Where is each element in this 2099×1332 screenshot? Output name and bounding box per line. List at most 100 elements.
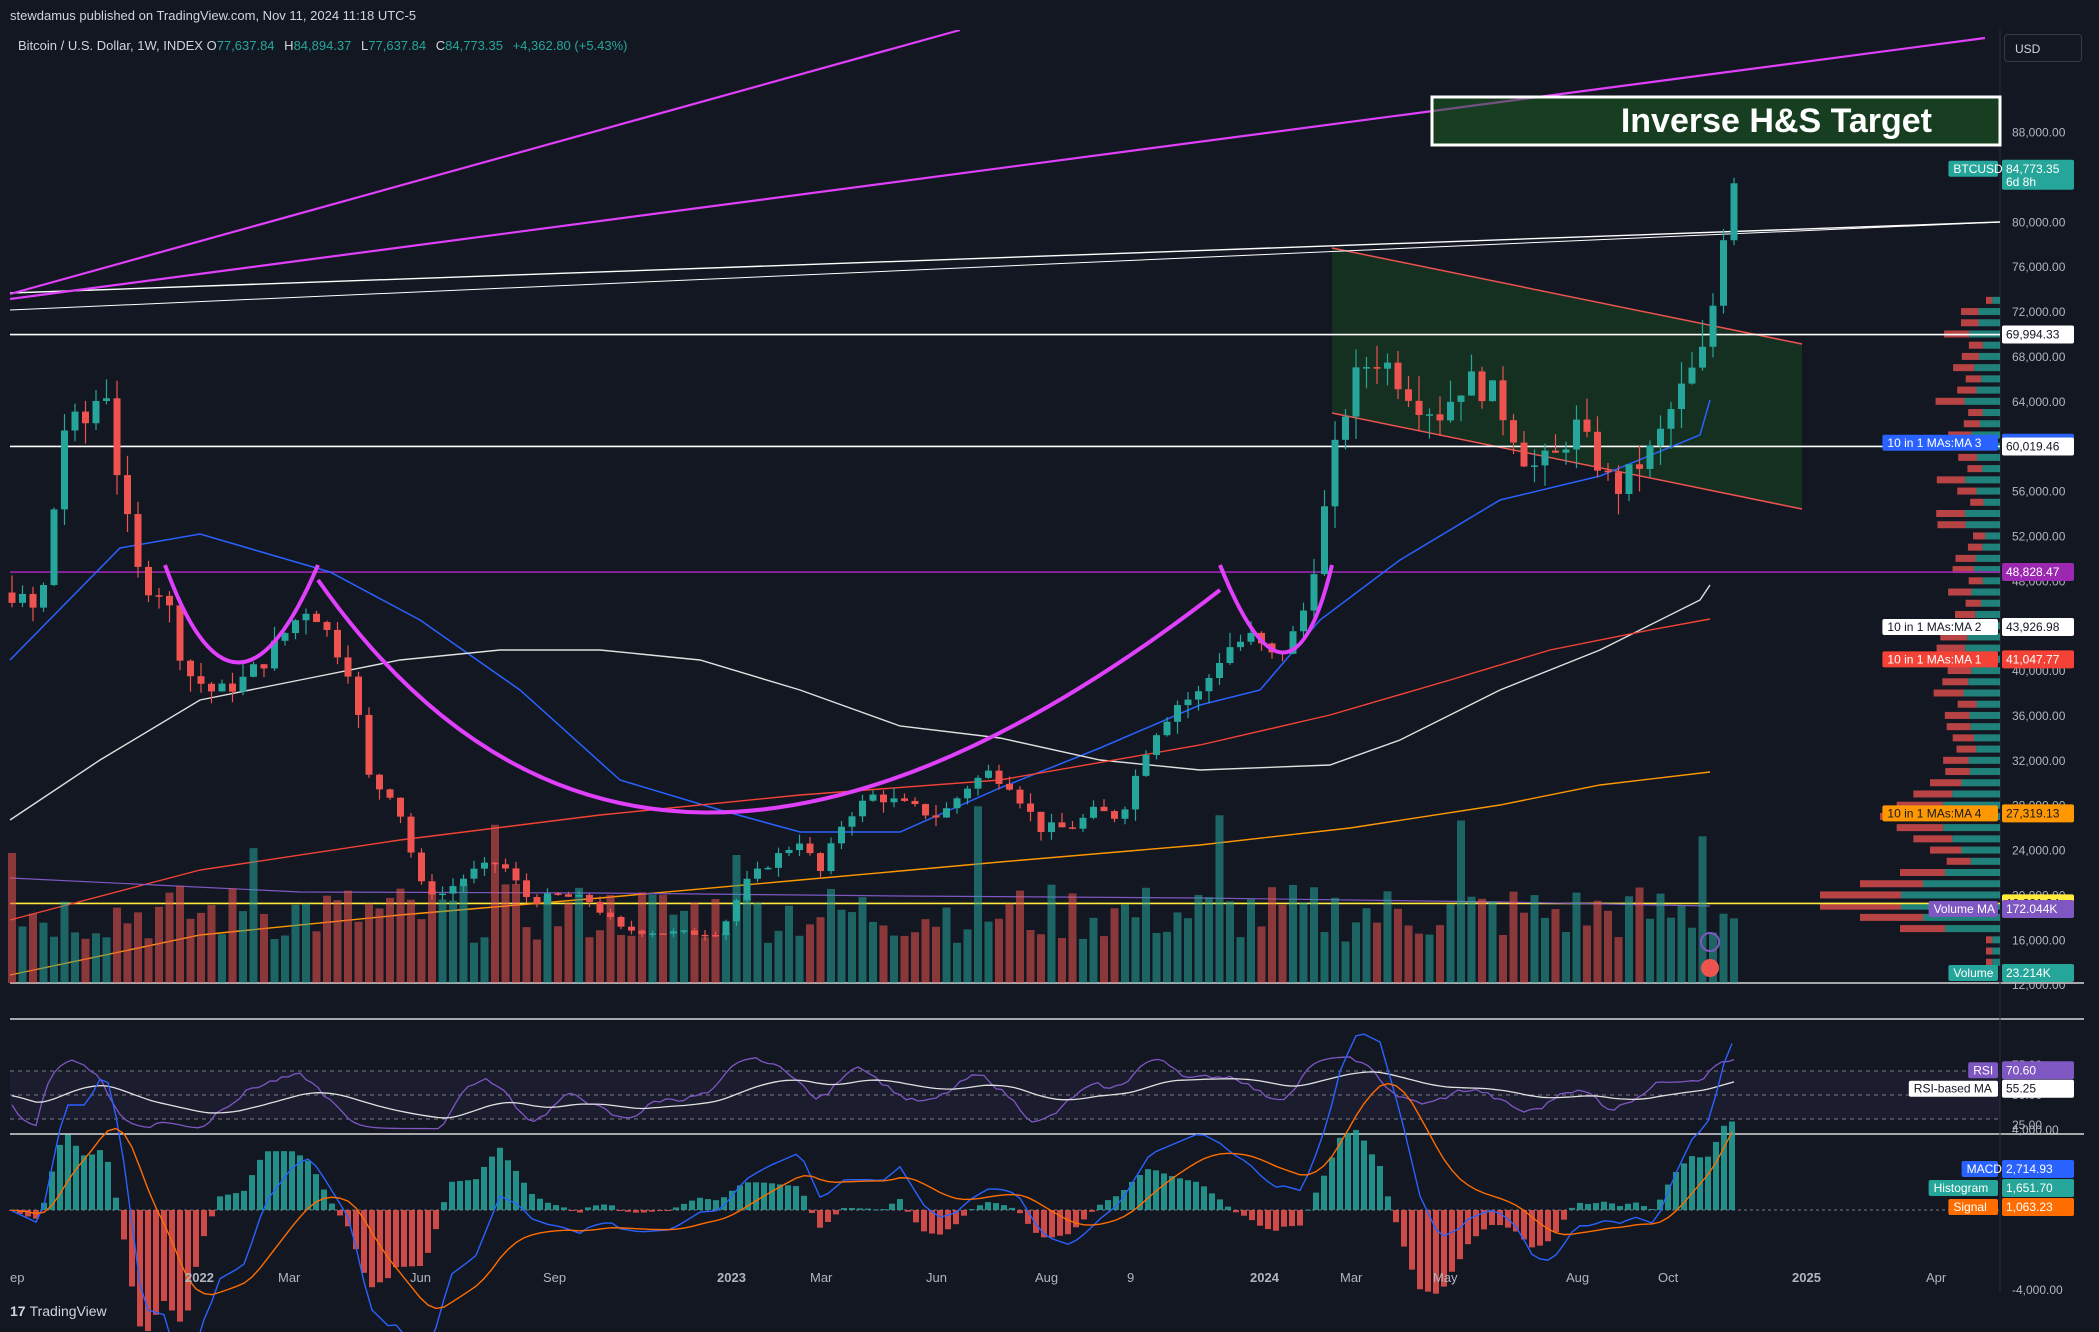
volume-bar (39, 922, 48, 983)
macd-histogram-bar (49, 1171, 55, 1210)
candle-body (1079, 817, 1087, 829)
volume-bar (29, 913, 37, 983)
rsi-ma-line (11, 1071, 1735, 1119)
price-label-text: 60,019.46 (2006, 439, 2060, 453)
rsi-axis-label: 70.60 RSI (1968, 1061, 2074, 1080)
volume-profile-bar (1820, 902, 1901, 910)
volume-bar (575, 887, 583, 983)
volume-profile-bar (1957, 386, 1977, 394)
macd-histogram-bar (1657, 1199, 1663, 1210)
channel-upper-line (1331, 247, 1803, 345)
price-tag-box (1948, 160, 1998, 177)
volume-profile-bar (1896, 824, 1944, 832)
candle-body (785, 850, 793, 854)
time-axis-label: Jun (926, 1270, 947, 1285)
channel-fill (1332, 248, 1802, 509)
candle-body (617, 916, 625, 927)
candle-body (1132, 775, 1139, 810)
macd-histogram-bar (1441, 1210, 1447, 1287)
price-tag-box (1882, 805, 1998, 822)
target-label: Inverse H&S Target (1621, 102, 1932, 140)
volume-bar (1299, 902, 1308, 983)
candle-body (1352, 367, 1360, 417)
candle-body (1016, 789, 1024, 804)
volume-bar (1100, 936, 1108, 983)
volume-profile-bar (1958, 453, 1978, 461)
macd-histogram-bar (1241, 1210, 1247, 1216)
macd-tag-text: Signal (1953, 1200, 1986, 1214)
candle-body (166, 595, 173, 606)
candle-body (586, 894, 593, 902)
volume-profile-bar (1978, 308, 2000, 316)
volume-bar (606, 895, 615, 983)
volume-profile-bar (1860, 913, 1923, 921)
volume-bar (816, 917, 825, 983)
volume-bar (753, 902, 762, 983)
macd-label-box (2002, 1160, 2074, 1178)
volume-profile-bar (1965, 521, 2000, 529)
macd-histogram-bar (665, 1210, 671, 1211)
macd-histogram-bar (553, 1205, 559, 1210)
candle-body (712, 934, 719, 937)
volume-profile-bar (1967, 465, 1983, 473)
price-tag-text: 10 in 1 MAs:MA 4 (1887, 806, 1981, 820)
volume-profile-bar (1965, 644, 2000, 652)
macd-histogram-bar (385, 1210, 391, 1279)
volume-bar (837, 909, 846, 983)
volume-bar (1688, 927, 1696, 983)
tradingview-logo[interactable]: 17 TradingView (10, 1303, 107, 1319)
volume-bar (71, 932, 79, 983)
volume-profile-bar (1980, 420, 2000, 428)
volume-bar (690, 902, 699, 983)
candle-body (680, 930, 688, 932)
rsi-tick-label: 25.00 (2012, 1118, 2042, 1132)
volume-bar (1656, 893, 1665, 983)
macd-histogram-bar (185, 1210, 191, 1311)
macd-histogram-bar (161, 1210, 167, 1302)
macd-histogram-bar (1329, 1157, 1335, 1210)
macd-histogram-bar (1601, 1201, 1607, 1210)
volume-profile-bar (1945, 925, 2000, 933)
volume-bar (522, 927, 531, 983)
candle-body (439, 893, 446, 896)
volume-bar (480, 937, 489, 983)
volume-bar (1373, 922, 1381, 983)
volume-bar (953, 942, 961, 983)
volume-profile-bar (1943, 801, 2000, 809)
macd-histogram-bar (1577, 1202, 1583, 1210)
volume-profile-bar (1946, 723, 1971, 731)
macd-histogram-bar (1537, 1210, 1543, 1246)
macd-histogram-bar (1625, 1203, 1631, 1210)
candle-body (1121, 809, 1129, 819)
top-bar: stewdamus published on TradingView.com, … (0, 0, 2099, 30)
macd-histogram-bar (1201, 1186, 1207, 1210)
volume-profile-bar (1936, 644, 1966, 652)
macd-histogram-bar (793, 1186, 799, 1210)
volume-profile-bar (1982, 341, 2000, 349)
macd-histogram-bar (1233, 1210, 1239, 1213)
volume-profile-bar (1965, 476, 2000, 484)
volume-bar (1730, 918, 1738, 983)
macd-histogram-bar (913, 1210, 919, 1223)
volume-bar (134, 912, 142, 983)
signal-line (11, 1082, 1733, 1310)
macd-histogram-bar (329, 1203, 335, 1210)
macd-label-box (2002, 1198, 2074, 1216)
rsi-label-box (2002, 1061, 2074, 1080)
volume-bar (1436, 925, 1444, 983)
symbol-legend[interactable]: Bitcoin / U.S. Dollar, 1W, INDEX O77,637… (18, 38, 634, 53)
macd-histogram-bar (1369, 1154, 1375, 1210)
volume-profile-bar (1968, 756, 2000, 764)
volume-profile-bar (1961, 846, 2000, 854)
macd-histogram-bar (849, 1208, 855, 1210)
volume-profile-bar (1976, 487, 2000, 495)
currency-button[interactable]: USD (2004, 34, 2082, 62)
macd-histogram-bar (969, 1209, 975, 1211)
volume-bar (1698, 836, 1707, 983)
macd-histogram-bar (1033, 1210, 1039, 1233)
volume-bar (8, 852, 16, 983)
candle-body (29, 593, 37, 608)
volume-bar (1341, 941, 1350, 983)
volume-bar (102, 937, 111, 983)
